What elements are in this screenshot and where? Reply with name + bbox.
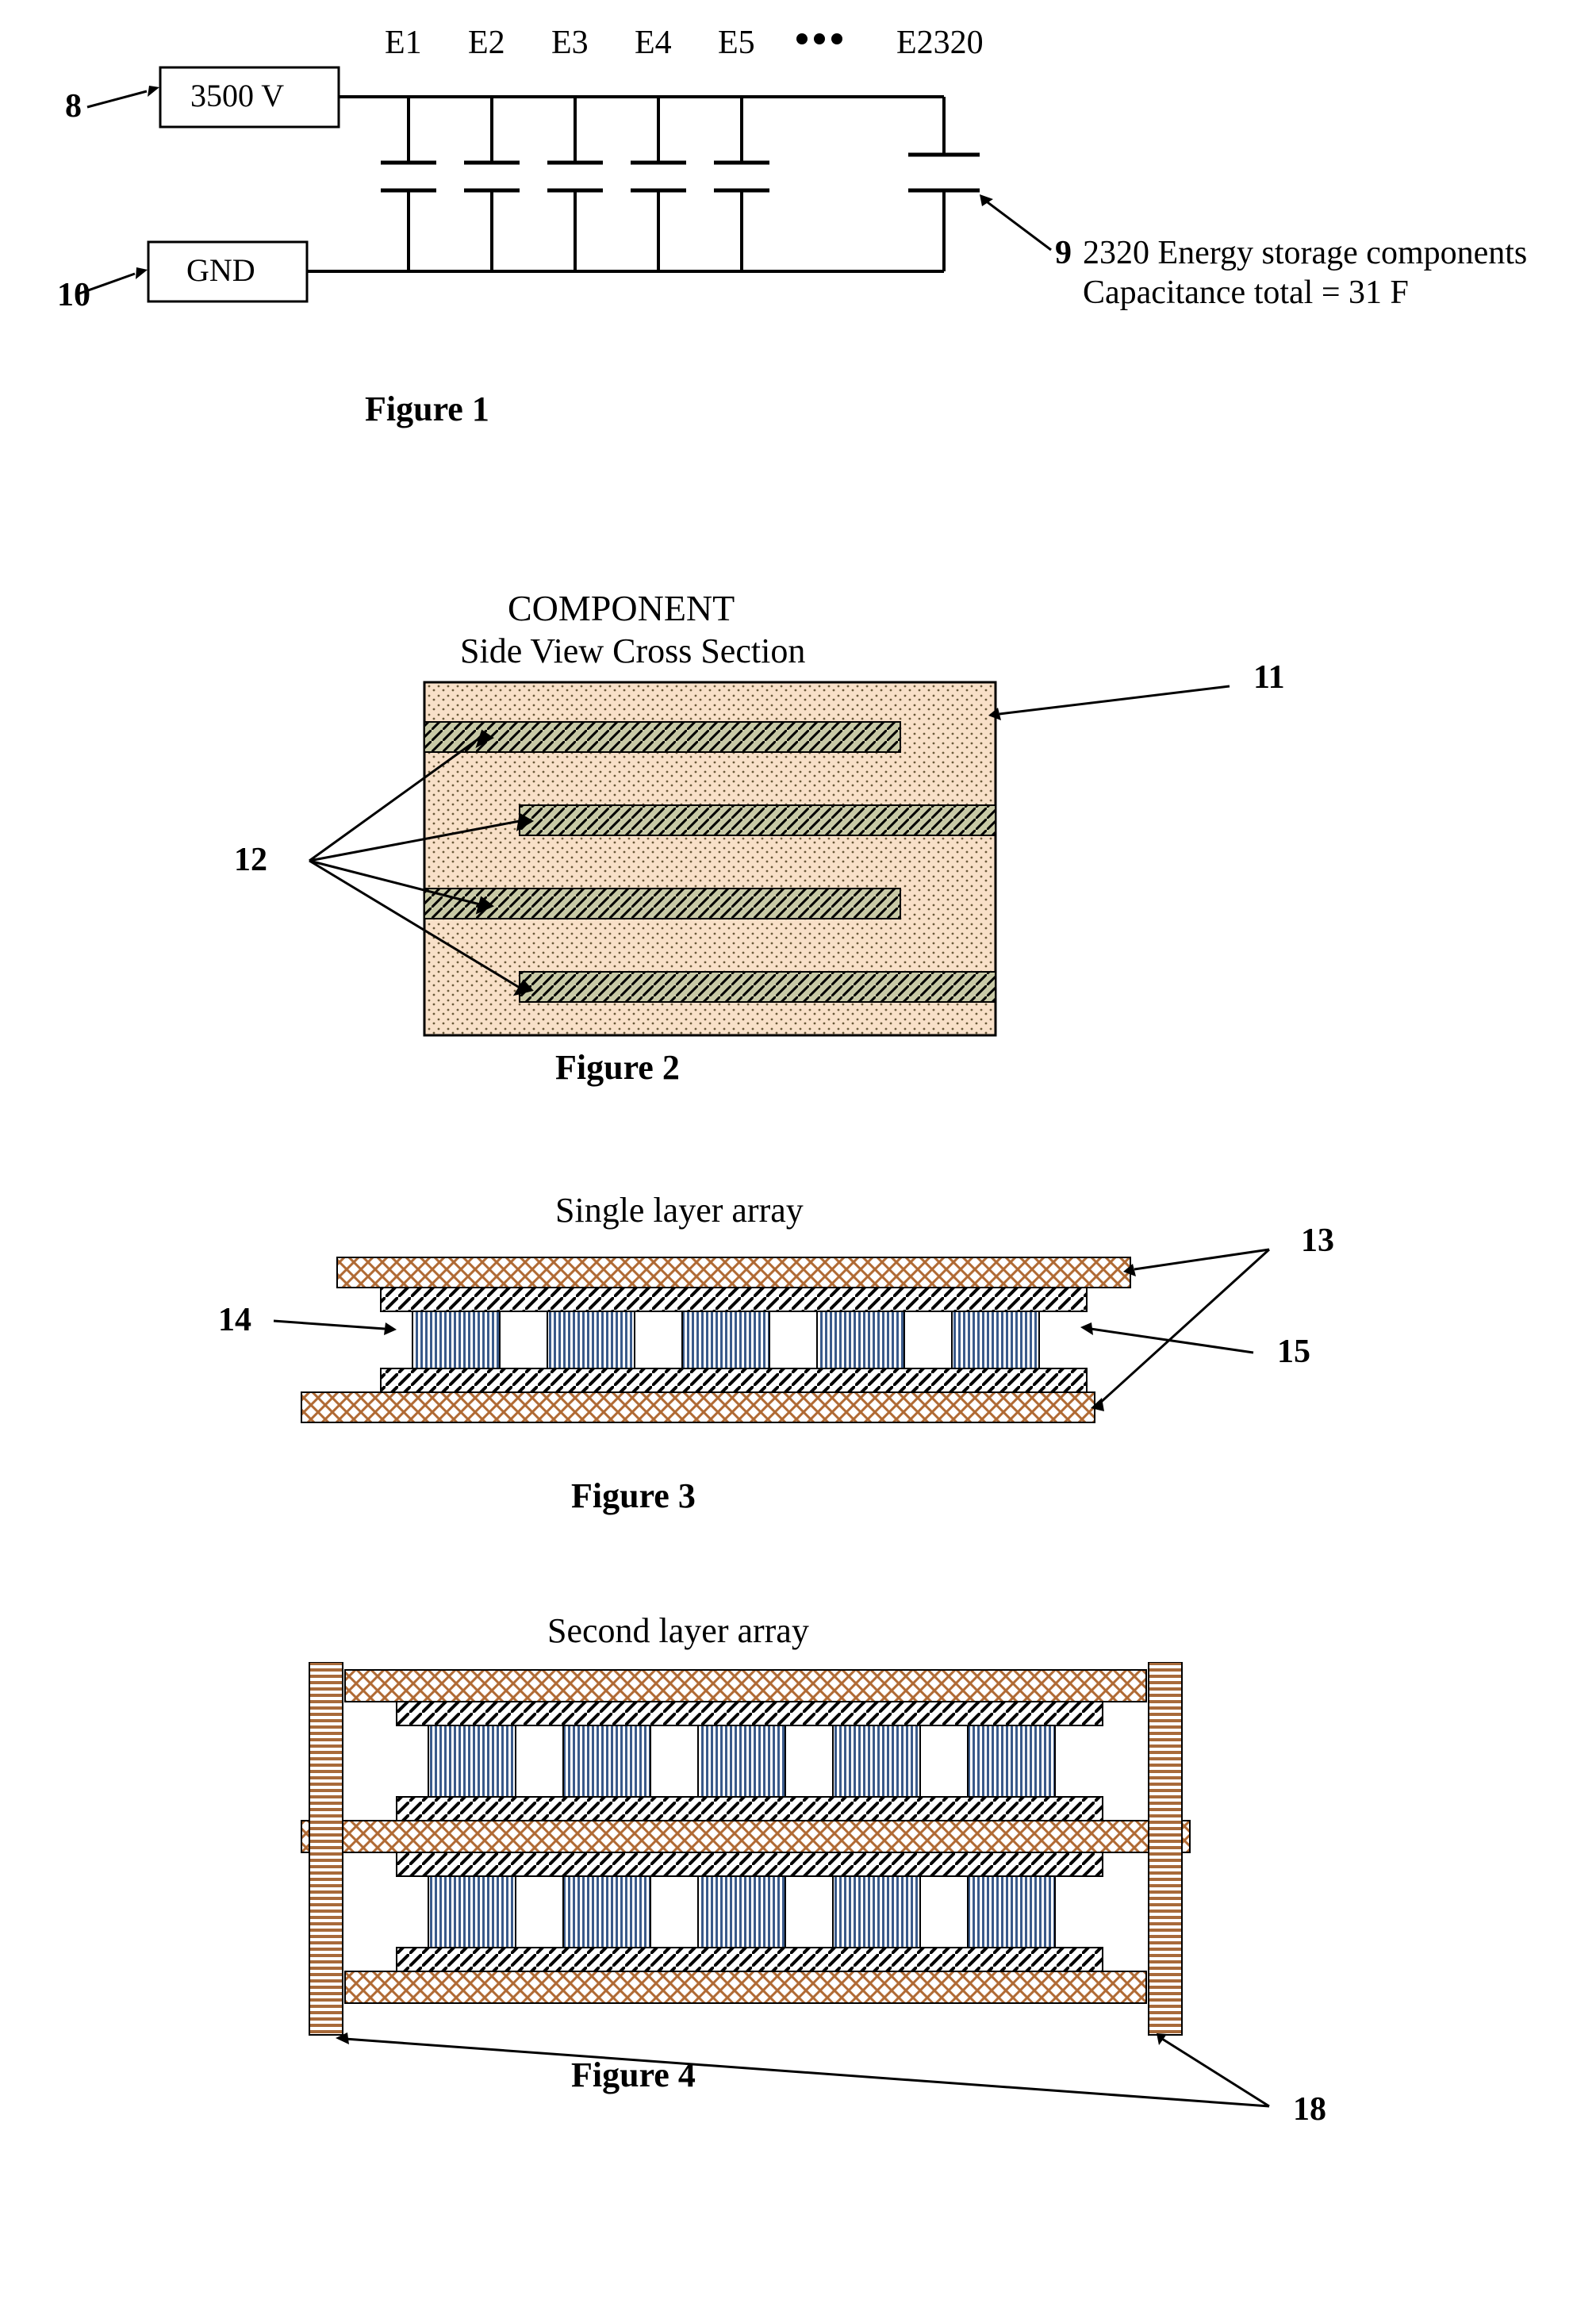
callout-10: 10 <box>57 276 90 314</box>
figure-3-svg <box>182 1234 1372 1495</box>
fig4-title: Second layer array <box>547 1610 809 1651</box>
callout-12: 12 <box>234 841 267 879</box>
fig2-title1: COMPONENT <box>508 587 735 629</box>
figure-3-caption: Figure 3 <box>571 1476 696 1516</box>
fig2-title2: Side View Cross Section <box>460 631 805 671</box>
fig3-title: Single layer array <box>555 1190 804 1230</box>
callout-15: 15 <box>1277 1333 1310 1371</box>
cap-label-e1: E1 <box>385 24 422 62</box>
callout-9-text2: Capacitance total = 31 F <box>1083 274 1409 312</box>
ellipsis-icon <box>793 33 846 48</box>
page: 8 10 3500 V GND E1 E2 E3 E4 E5 E2320 9 2… <box>0 0 1596 2303</box>
voltage-box-label: 3500 V <box>190 77 284 114</box>
cap-label-e4: E4 <box>635 24 672 62</box>
callout-8: 8 <box>65 87 82 125</box>
callout-11: 11 <box>1253 658 1285 697</box>
figure-1-caption: Figure 1 <box>365 389 489 429</box>
gnd-box-label: GND <box>186 251 255 289</box>
callout-14: 14 <box>218 1301 251 1339</box>
callout-18: 18 <box>1293 2090 1326 2128</box>
figure-4-caption: Figure 4 <box>571 2055 696 2095</box>
figure-2-caption: Figure 2 <box>555 1047 680 1088</box>
cap-label-e2: E2 <box>468 24 505 62</box>
cap-label-e2320: E2320 <box>896 24 984 62</box>
cap-label-e5: E5 <box>718 24 755 62</box>
callout-9-text1: 2320 Energy storage components <box>1083 234 1527 272</box>
callout-13: 13 <box>1301 1222 1334 1260</box>
cap-label-e3: E3 <box>551 24 589 62</box>
figure-4-svg <box>206 1662 1396 2154</box>
figure-2-svg <box>198 674 1309 1087</box>
callout-9: 9 <box>1055 234 1072 272</box>
